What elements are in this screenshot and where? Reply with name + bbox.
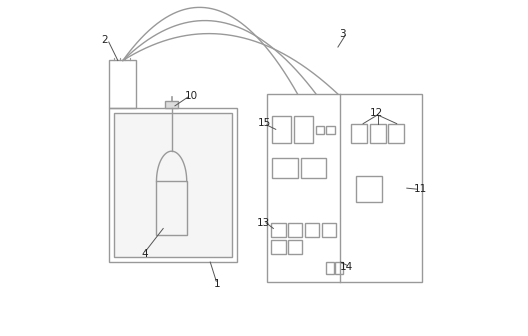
- Bar: [370, 124, 386, 143]
- Bar: [109, 60, 136, 108]
- Bar: [115, 113, 232, 257]
- Bar: [316, 126, 325, 134]
- Bar: [156, 181, 187, 235]
- Bar: [326, 262, 334, 274]
- Bar: [267, 94, 422, 282]
- Bar: [326, 126, 335, 134]
- Text: 14: 14: [340, 262, 353, 272]
- Text: 12: 12: [370, 108, 383, 118]
- Bar: [301, 158, 326, 178]
- Bar: [335, 262, 343, 274]
- Bar: [271, 223, 286, 237]
- Bar: [109, 108, 237, 262]
- Bar: [288, 240, 303, 254]
- Bar: [271, 240, 286, 254]
- Text: 2: 2: [101, 35, 108, 45]
- Text: 1: 1: [214, 279, 220, 289]
- Text: 11: 11: [413, 184, 427, 194]
- Bar: [165, 101, 178, 108]
- Bar: [356, 176, 382, 202]
- Text: 15: 15: [257, 118, 271, 128]
- Text: 13: 13: [257, 218, 270, 228]
- Bar: [351, 124, 367, 143]
- Text: 4: 4: [142, 249, 148, 259]
- Bar: [272, 158, 298, 178]
- Bar: [294, 116, 313, 143]
- Bar: [388, 124, 404, 143]
- Bar: [322, 223, 336, 237]
- Bar: [272, 116, 291, 143]
- Text: 10: 10: [185, 91, 199, 101]
- Text: 3: 3: [340, 29, 346, 39]
- Bar: [288, 223, 303, 237]
- Bar: [305, 223, 319, 237]
